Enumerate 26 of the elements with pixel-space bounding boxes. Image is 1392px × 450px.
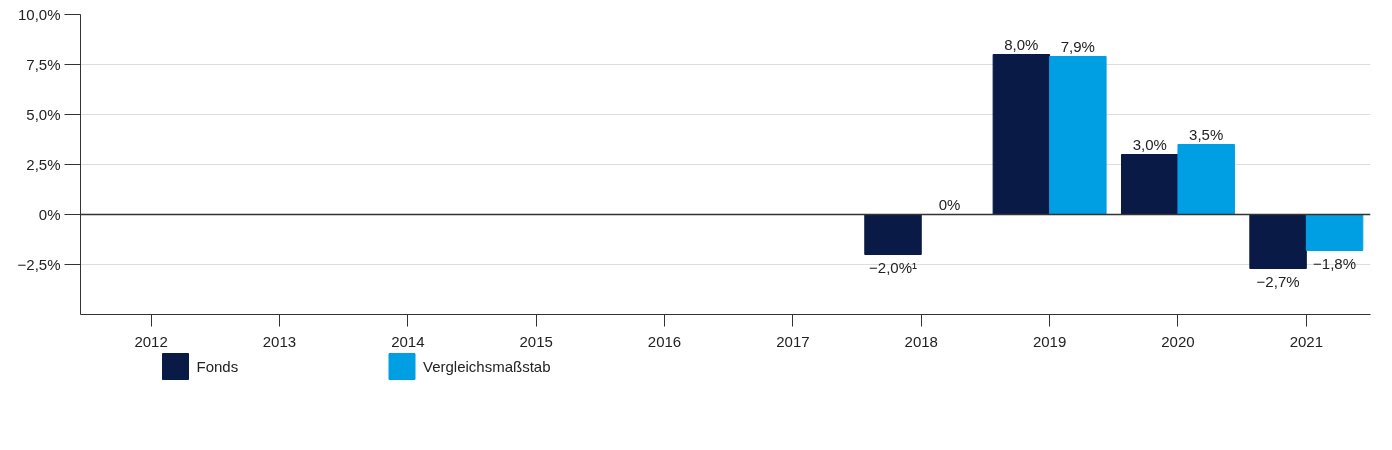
data-label: 0% bbox=[938, 195, 961, 213]
data-label: −2,7% bbox=[1256, 272, 1300, 290]
data-label: −1,8% bbox=[1313, 254, 1357, 272]
x-tick-label: 2014 bbox=[391, 332, 425, 350]
x-tick-label: 2015 bbox=[519, 332, 553, 350]
x-tick-label: 2017 bbox=[776, 332, 810, 350]
x-tick-label: 2018 bbox=[904, 332, 938, 350]
x-tick-label: 2013 bbox=[262, 332, 297, 350]
x-tick-label: 2020 bbox=[1161, 332, 1195, 350]
data-label: 8,0% bbox=[1004, 35, 1039, 53]
x-tick-label: 2012 bbox=[134, 332, 168, 350]
y-tick-label: 0% bbox=[38, 206, 61, 223]
legend-label: Vergleichsmaßstab bbox=[423, 358, 551, 375]
data-label: 7,9% bbox=[1060, 37, 1095, 55]
data-label: −2,0%¹ bbox=[869, 258, 917, 276]
y-tick-label: 5,0% bbox=[26, 106, 61, 123]
x-tick-label: 2019 bbox=[1032, 332, 1067, 350]
data-label: 3,0% bbox=[1132, 135, 1167, 153]
legend-label: Fonds bbox=[196, 358, 239, 375]
x-tick-label: 2021 bbox=[1289, 332, 1324, 350]
y-tick-label: 7,5% bbox=[26, 56, 61, 73]
y-tick-label: 10,0% bbox=[17, 6, 61, 23]
y-tick-label: −2,5% bbox=[17, 256, 61, 273]
y-tick-label: 2,5% bbox=[26, 156, 61, 173]
x-tick-label: 2016 bbox=[647, 332, 682, 350]
data-label: 3,5% bbox=[1189, 125, 1224, 143]
